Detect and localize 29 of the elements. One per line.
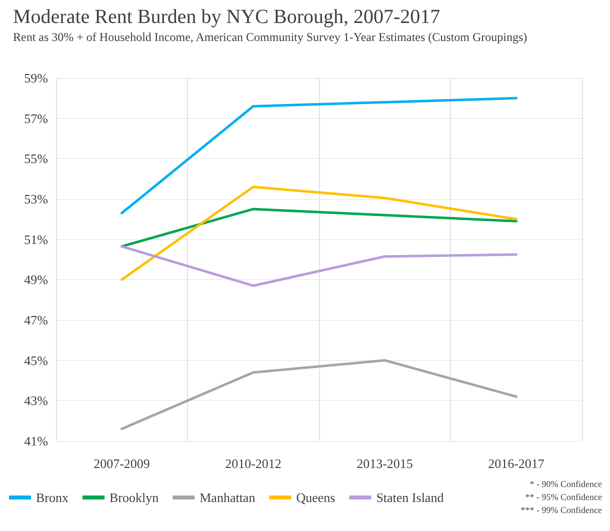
text: ** - 95% Confidence xyxy=(524,491,602,504)
y-tick-label: 57% xyxy=(24,110,48,126)
y-tick-label: 45% xyxy=(24,352,48,368)
legend-label: Manhattan xyxy=(200,490,256,505)
x-tick-label: 2016-2017 xyxy=(488,456,545,471)
line-series xyxy=(120,245,518,287)
chart-subtitle: Rent as 30% + of Household Income, American Community Survey 1-Year Estimates (Custom Groupings) xyxy=(13,30,528,44)
line-series xyxy=(120,186,518,281)
y-tick-label: 59% xyxy=(24,70,48,86)
y-tick-label: 55% xyxy=(24,151,48,166)
line-series xyxy=(120,96,518,214)
text: *** - 99% Confidence xyxy=(520,504,602,517)
x-tick-label: 2013-2015 xyxy=(356,456,413,471)
legend-label: Bronx xyxy=(36,490,69,505)
chart-title: Moderate Rent Burden by NYC Borough, 2007-2017 xyxy=(13,6,440,28)
y-tick-label: 47% xyxy=(24,312,48,328)
text: * - 90% Confidence xyxy=(528,478,602,491)
x-tick-label: 2010-2012 xyxy=(225,456,282,471)
y-tick-label: 53% xyxy=(24,192,48,206)
line-series xyxy=(120,359,518,430)
y-tick-label: 43% xyxy=(24,393,48,408)
line-series xyxy=(120,208,518,248)
legend-label: Brooklyn xyxy=(110,490,160,505)
x-tick-label: 2007-2009 xyxy=(94,456,150,471)
legend-label: Queens xyxy=(296,490,336,505)
y-tick-label: 41% xyxy=(24,434,48,448)
y-tick-label: 49% xyxy=(24,272,48,288)
y-tick-label: 51% xyxy=(24,232,48,247)
legend-label: Staten Island xyxy=(376,490,444,505)
